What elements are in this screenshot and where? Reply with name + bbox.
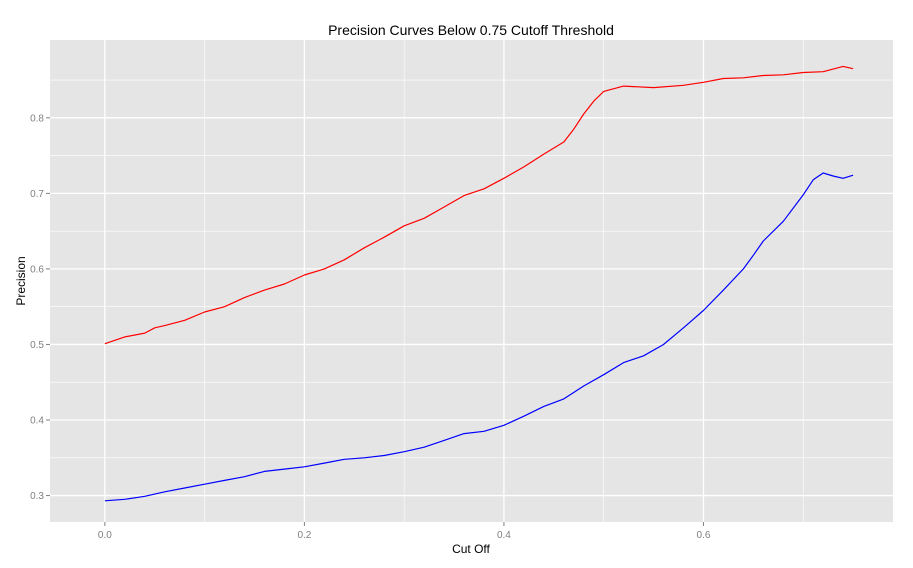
y-tick-label: 0.6 — [30, 264, 44, 275]
grid-lines — [50, 40, 893, 522]
x-tick-label: 0.2 — [297, 530, 311, 541]
series-line-2 — [104, 172, 854, 502]
y-tick-label: 0.8 — [30, 113, 44, 124]
x-tick-label: 0.4 — [497, 530, 511, 541]
x-tick-label: 0.6 — [696, 530, 710, 541]
x-axis-label: Cut Off — [452, 542, 490, 556]
y-tick-label: 0.4 — [30, 416, 44, 427]
y-axis-label: Precision — [14, 256, 28, 305]
plot-panel — [50, 40, 893, 522]
chart-title: Precision Curves Below 0.75 Cutoff Thres… — [328, 22, 614, 38]
y-tick-label: 0.5 — [30, 340, 44, 351]
y-tick-label: 0.3 — [30, 491, 44, 502]
axis-ticks: 0.0 0.2 0.4 0.6 0.3 0.4 0.5 0.6 0.7 0.8 — [30, 113, 711, 541]
series-lines — [104, 65, 854, 502]
y-tick-label: 0.7 — [30, 189, 44, 200]
series-line-1 — [104, 65, 854, 345]
x-tick-label: 0.0 — [98, 530, 112, 541]
